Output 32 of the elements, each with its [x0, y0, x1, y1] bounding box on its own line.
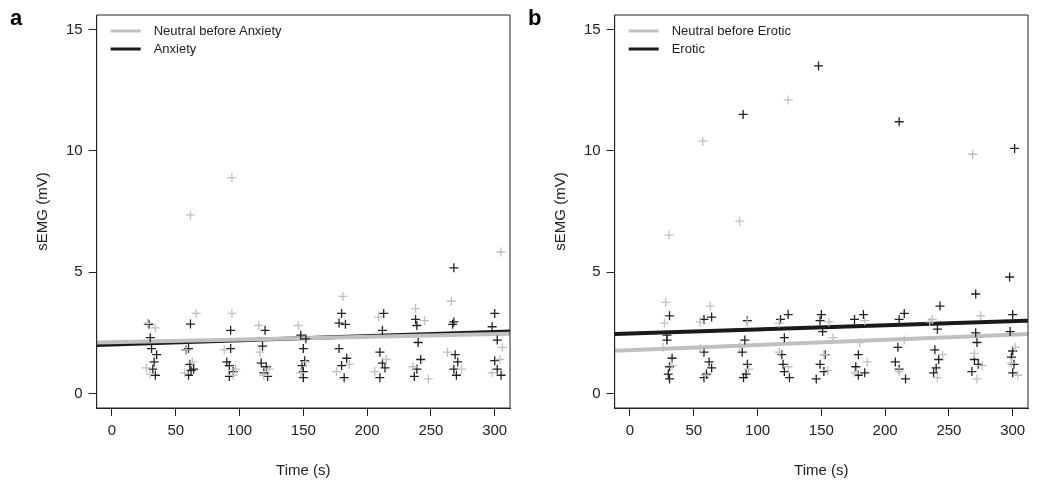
y-tick-label: 5 [74, 262, 83, 280]
x-axis-title: Time (s) [276, 461, 331, 479]
y-tick-label: 10 [66, 140, 83, 158]
chart-title: b [528, 5, 542, 31]
x-tick-label: 50 [167, 421, 185, 439]
x-tick-label: 0 [625, 421, 635, 439]
x-tick-label: 100 [227, 421, 253, 439]
legend-label: Anxiety [153, 40, 197, 56]
y-axis-title: sEMG (mV) [551, 172, 569, 251]
x-tick-label: 100 [745, 421, 771, 439]
y-tick-label: 15 [66, 19, 83, 37]
y-axis-title: sEMG (mV) [33, 172, 51, 251]
y-tick-label: 15 [584, 19, 601, 37]
legend-label: Neutral before Erotic [671, 22, 792, 38]
legend-label: Erotic [671, 40, 706, 56]
x-tick-label: 250 [418, 421, 444, 439]
y-tick-label: 10 [584, 140, 601, 158]
x-tick-label: 300 [482, 421, 508, 439]
x-tick-label: 50 [685, 421, 703, 439]
x-tick-label: 250 [936, 421, 962, 439]
x-axis-title: Time (s) [794, 461, 849, 479]
x-tick-label: 300 [1000, 421, 1026, 439]
x-tick-label: 150 [808, 421, 834, 439]
x-tick-label: 150 [290, 421, 316, 439]
y-tick-label: 0 [74, 383, 83, 401]
chart-title: a [10, 5, 23, 31]
x-tick-label: 0 [107, 421, 117, 439]
y-tick-label: 0 [592, 383, 601, 401]
y-tick-label: 5 [592, 262, 601, 280]
legend-label: Neutral before Anxiety [153, 22, 283, 38]
x-tick-label: 200 [872, 421, 898, 439]
x-tick-label: 200 [354, 421, 380, 439]
